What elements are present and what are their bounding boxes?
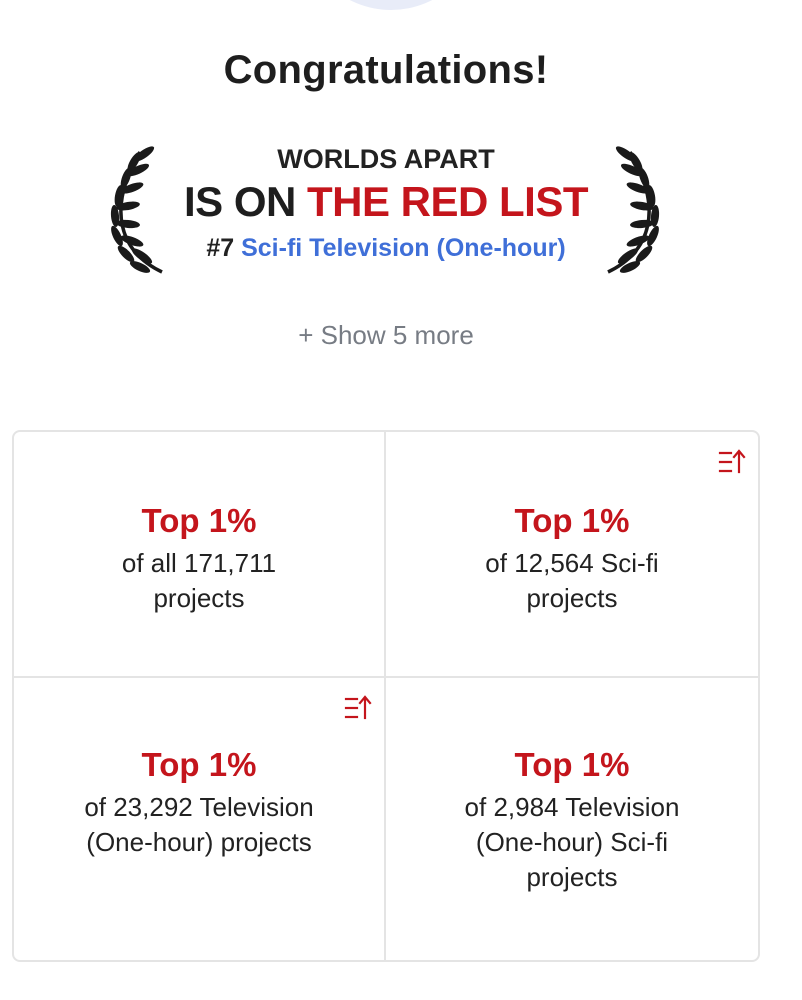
red-list-prefix: IS ON: [183, 178, 307, 225]
stat-card-scifi: Top 1% of 12,564 Sci-fi projects: [386, 432, 758, 678]
award-block: WORLDS APART IS ON THE RED LIST #7 Sci-f…: [160, 142, 612, 264]
red-list-line: IS ON THE RED LIST: [160, 176, 612, 228]
stat-description: of 23,292 Television (One-hour) projects: [84, 792, 314, 857]
show-more-button[interactable]: + Show 5 more: [298, 320, 474, 350]
project-title: WORLDS APART: [277, 144, 495, 174]
rank-number: #7: [206, 234, 235, 262]
laurel-left-icon: [110, 146, 163, 274]
stat-card-television-scifi: Top 1% of 2,984 Television (One-hour) Sc…: [386, 678, 758, 960]
stat-top-percent: Top 1%: [141, 502, 257, 539]
stat-top-percent: Top 1%: [514, 746, 630, 783]
stat-card-all: Top 1% of all 171,711 projects: [14, 432, 386, 678]
stat-description: of 2,984 Television (One-hour) Sci-fi pr…: [464, 792, 680, 892]
stat-card-television: Top 1% of 23,292 Television (One-hour) p…: [14, 678, 386, 960]
red-list-name: THE RED LIST: [307, 178, 589, 225]
rank-line: #7 Sci-fi Television (One-hour): [160, 232, 612, 264]
stat-top-percent: Top 1%: [141, 746, 257, 783]
laurel-right-icon: [607, 146, 660, 274]
sort-ascending-icon[interactable]: [718, 448, 746, 476]
rank-category-link[interactable]: Sci-fi Television (One-hour): [241, 234, 566, 262]
stats-grid: Top 1% of all 171,711 projects Top 1% of…: [12, 430, 760, 962]
congratulations-heading: Congratulations!: [223, 48, 549, 92]
stat-top-percent: Top 1%: [514, 502, 630, 539]
stat-description: of 12,564 Sci-fi projects: [485, 548, 659, 613]
stat-description: of all 171,711 projects: [121, 548, 277, 613]
avatar-circle: [301, 0, 481, 10]
sort-ascending-icon[interactable]: [344, 694, 372, 722]
